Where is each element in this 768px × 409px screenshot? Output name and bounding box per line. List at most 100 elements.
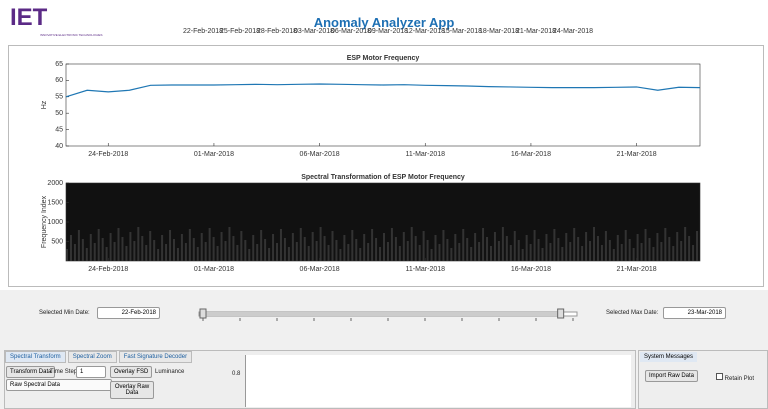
spectrogram-texture bbox=[256, 244, 259, 261]
spectrogram-texture bbox=[565, 233, 568, 261]
slider-tick-label: 28-Feb-2018 bbox=[257, 28, 297, 35]
tab[interactable]: Spectral Transform bbox=[5, 351, 66, 363]
spectrogram-texture bbox=[541, 248, 544, 261]
slider-thumb[interactable] bbox=[199, 308, 207, 319]
spectrogram-texture bbox=[636, 234, 639, 261]
max-date[interactable]: 23-Mar-2018 bbox=[663, 307, 726, 319]
spectrogram-texture bbox=[105, 247, 108, 261]
import-button[interactable]: Import Raw Data bbox=[645, 370, 699, 382]
spectrogram-texture bbox=[577, 237, 580, 261]
min-date[interactable]: 22-Feb-2018 bbox=[97, 307, 160, 319]
y-tick-label: 65 bbox=[55, 61, 63, 68]
slider-tick-label: 12-Mar-2018 bbox=[405, 28, 445, 35]
slider-tick-label: 09-Mar-2018 bbox=[368, 28, 408, 35]
spectrogram-texture bbox=[339, 249, 342, 261]
spectrogram-texture bbox=[434, 235, 437, 261]
spectrogram-texture bbox=[616, 235, 619, 261]
spectrogram-texture bbox=[252, 235, 255, 261]
spectrogram-texture bbox=[585, 232, 588, 261]
spectrogram-texture bbox=[69, 235, 72, 261]
logo: IET bbox=[10, 4, 48, 31]
spectrogram-texture bbox=[620, 244, 623, 261]
spectrogram-texture bbox=[347, 244, 350, 261]
slider-tick-label: 18-Mar-2018 bbox=[479, 28, 519, 35]
tab[interactable]: Spectral Zoom bbox=[67, 351, 117, 363]
spectrogram-texture bbox=[557, 238, 560, 261]
spectrogram-texture bbox=[77, 230, 80, 261]
step-input[interactable]: 1 bbox=[76, 366, 106, 378]
spectrogram-texture bbox=[184, 243, 187, 261]
plot-panel bbox=[8, 45, 764, 287]
spectrogram-texture bbox=[276, 243, 279, 261]
spectrogram-texture bbox=[224, 241, 227, 261]
x-tick-label: 01-Mar-2018 bbox=[194, 151, 234, 158]
slider-tick-label: 25-Feb-2018 bbox=[220, 28, 260, 35]
y-tick-label: 55 bbox=[55, 94, 63, 101]
spectrogram-texture bbox=[268, 248, 271, 261]
spectrogram-texture bbox=[180, 234, 183, 261]
spectrogram-texture bbox=[264, 239, 267, 261]
spectrogram-texture bbox=[414, 236, 417, 261]
spectrogram-texture bbox=[232, 236, 235, 261]
spectrogram-texture bbox=[505, 236, 508, 261]
retain-plot[interactable]: Retain Plot bbox=[716, 373, 754, 382]
spectrogram-texture bbox=[553, 229, 556, 261]
x-tick-label: 21-Mar-2018 bbox=[617, 266, 657, 273]
spectrogram-texture bbox=[323, 236, 326, 261]
slider-tick-label: 15-Mar-2018 bbox=[442, 28, 482, 35]
date-slider[interactable] bbox=[0, 295, 768, 345]
slider-thumb[interactable] bbox=[557, 308, 565, 319]
x-tick-label: 01-Mar-2018 bbox=[194, 266, 234, 273]
spectrogram-texture bbox=[73, 244, 76, 261]
spectrogram-texture bbox=[644, 229, 647, 261]
spectrogram-texture bbox=[533, 230, 536, 261]
spectrogram-texture bbox=[509, 245, 512, 261]
spectrogram-texture bbox=[375, 238, 378, 261]
spectrogram-texture bbox=[422, 231, 425, 261]
y-axis-label: Hz bbox=[41, 100, 48, 109]
x-tick-label: 24-Feb-2018 bbox=[88, 266, 128, 273]
y-tick-label: 1500 bbox=[47, 199, 63, 206]
spectrogram-texture bbox=[668, 237, 671, 261]
spectrogram-texture bbox=[545, 234, 548, 261]
spectrogram-texture bbox=[121, 237, 124, 261]
spectrogram-texture bbox=[383, 233, 385, 261]
app-title: Anomaly Analyzer App bbox=[313, 15, 455, 30]
overlay-fsd[interactable]: Overlay FSD bbox=[110, 366, 153, 378]
spectrogram-texture bbox=[517, 240, 520, 261]
spectrogram-texture bbox=[402, 232, 405, 261]
spectrogram-texture bbox=[204, 242, 207, 261]
spectrogram-texture bbox=[295, 242, 298, 261]
chart-title: ESP Motor Frequency bbox=[347, 55, 420, 62]
spectrogram-texture bbox=[331, 231, 334, 261]
spectrogram-texture bbox=[228, 227, 231, 261]
spectrogram-texture bbox=[101, 238, 104, 261]
spectrogram-texture bbox=[521, 249, 524, 261]
spectrogram-texture bbox=[672, 246, 675, 261]
spectrogram-texture bbox=[696, 231, 699, 261]
slider-tick-label: 22-Feb-2018 bbox=[183, 28, 223, 35]
x-tick-label: 11-Mar-2018 bbox=[405, 266, 445, 273]
spectrogram-texture bbox=[367, 243, 370, 261]
spectrogram-texture bbox=[525, 235, 528, 261]
spectrogram-texture bbox=[466, 238, 469, 261]
spectrogram-texture bbox=[549, 243, 552, 261]
spectrogram-texture bbox=[501, 227, 504, 261]
spectrogram-texture bbox=[581, 246, 584, 261]
spectrogram-texture bbox=[593, 227, 596, 261]
messages-tab[interactable]: System Messages bbox=[640, 352, 698, 362]
overlay-raw[interactable]: Overlay Raw Data bbox=[110, 381, 154, 399]
y-tick-label: 1000 bbox=[47, 219, 63, 226]
checkbox[interactable] bbox=[716, 373, 723, 380]
spectrogram-texture bbox=[260, 230, 263, 261]
slider-tick-label: 24-Mar-2018 bbox=[553, 28, 593, 35]
spectrogram-texture bbox=[371, 229, 374, 261]
spectrogram-texture bbox=[272, 234, 275, 261]
transform-button[interactable]: Transform Data bbox=[6, 366, 56, 378]
spectrogram-texture bbox=[406, 241, 409, 261]
x-tick-label: 24-Feb-2018 bbox=[88, 151, 128, 158]
spectrogram-texture bbox=[216, 246, 219, 261]
data-dropdown[interactable]: Raw Spectral Data bbox=[6, 379, 112, 391]
plot-area bbox=[66, 64, 700, 146]
tab[interactable]: Fast Signature Decoder bbox=[118, 351, 193, 363]
